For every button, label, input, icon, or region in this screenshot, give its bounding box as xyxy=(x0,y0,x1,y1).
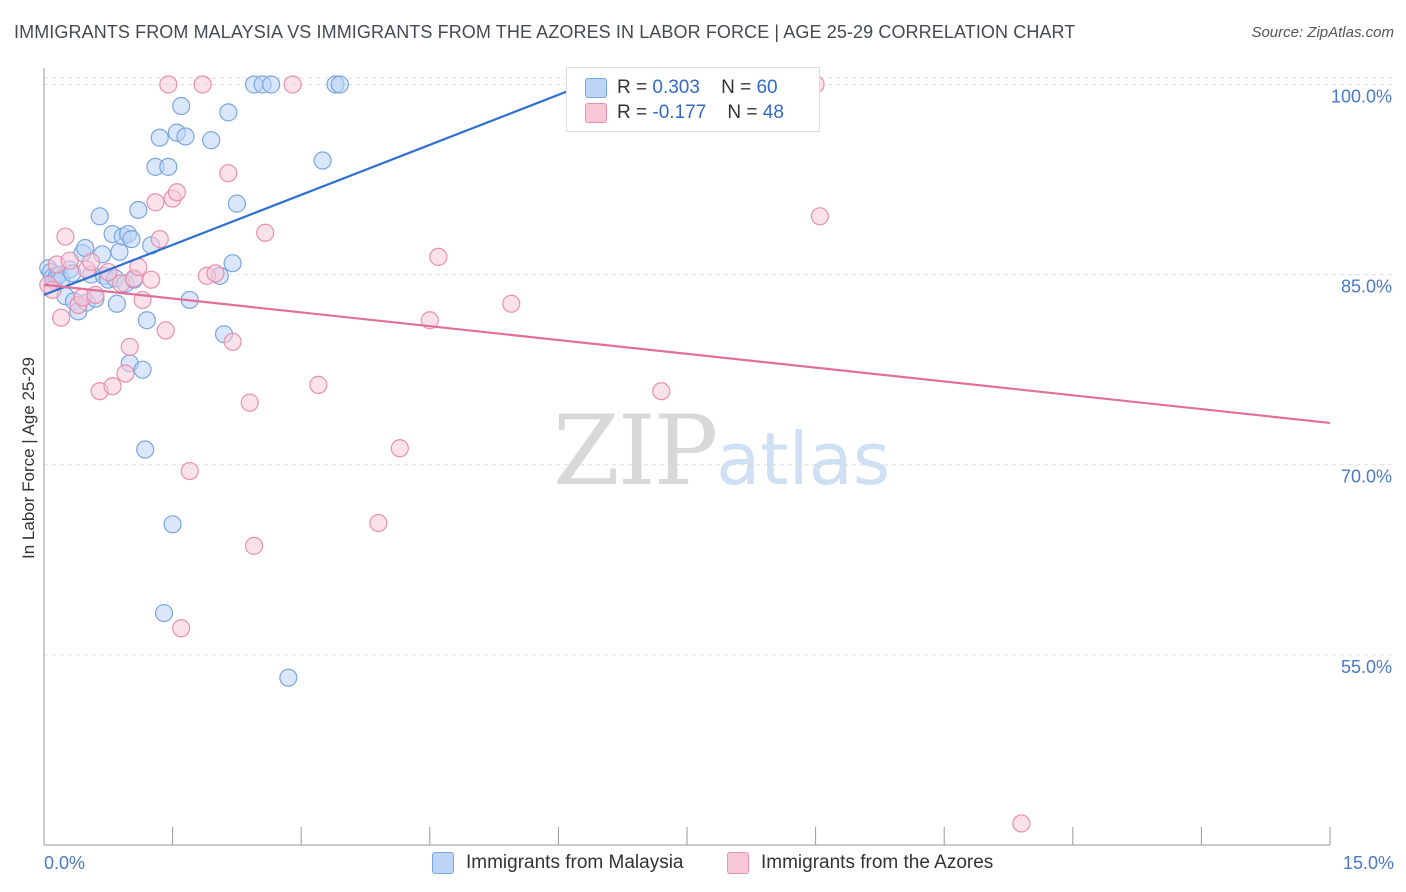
point-azores xyxy=(82,252,101,272)
point-malaysia xyxy=(227,194,246,213)
point-malaysia xyxy=(176,127,195,146)
y-tick-label: 100.0% xyxy=(1331,86,1392,106)
point-azores xyxy=(390,439,409,458)
r-label: R = xyxy=(617,77,648,98)
stats-legend: R = 0.303 N = 60 R = -0.177 N = 48 xyxy=(566,67,820,132)
trend-lines xyxy=(43,77,1331,425)
point-malaysia xyxy=(136,440,155,459)
point-azores xyxy=(159,75,178,94)
point-malaysia xyxy=(219,103,238,122)
point-azores xyxy=(146,193,165,212)
point-malaysia xyxy=(137,311,156,330)
point-azores xyxy=(219,164,238,183)
y-tick-labels: 55.0% 70.0% 85.0% 100.0% xyxy=(1331,86,1392,676)
watermark-zip: ZIP xyxy=(553,395,718,507)
n-value: 60 xyxy=(756,77,778,98)
point-malaysia xyxy=(129,200,148,220)
point-azores xyxy=(52,308,71,327)
point-malaysia xyxy=(202,131,221,150)
chart-title: IMMIGRANTS FROM MALAYSIA VS IMMIGRANTS F… xyxy=(14,22,1076,42)
point-malaysia xyxy=(223,254,242,273)
azores-legend-swatch xyxy=(727,852,749,874)
point-azores xyxy=(180,461,199,481)
point-malaysia xyxy=(262,75,281,94)
x-tick-label-max: 15.0% xyxy=(1342,853,1394,873)
point-azores xyxy=(240,393,259,412)
n-label: N = xyxy=(721,77,752,98)
point-malaysia xyxy=(133,360,152,379)
point-azores xyxy=(142,270,161,289)
series-legend: Immigrants from Malaysia Immigrants from… xyxy=(0,852,1406,878)
point-azores xyxy=(309,375,328,394)
point-malaysia xyxy=(150,128,169,147)
point-malaysia xyxy=(330,75,349,94)
point-azores xyxy=(167,183,186,202)
point-malaysia xyxy=(279,668,298,687)
r-label: R = xyxy=(617,102,648,123)
x-tick-label-min: 0.0% xyxy=(44,853,86,873)
point-azores xyxy=(502,294,521,313)
point-azores xyxy=(652,382,671,401)
malaysia-swatch xyxy=(585,77,607,98)
point-azores xyxy=(283,75,302,94)
data-points xyxy=(39,75,1031,833)
y-tick-label: 70.0% xyxy=(1341,467,1392,487)
point-malaysia xyxy=(122,230,141,249)
stats-legend-row-azores: R = -0.177 N = 48 xyxy=(585,102,784,126)
point-azores xyxy=(150,230,169,249)
point-azores xyxy=(1012,814,1031,833)
axes xyxy=(43,68,1331,846)
point-azores xyxy=(120,337,139,356)
point-azores xyxy=(193,75,212,94)
legend-item-azores: Immigrants from the Azores xyxy=(727,852,993,874)
stats-legend-row-malaysia: R = 0.303 N = 60 xyxy=(585,77,778,101)
watermark: ZIPatlas xyxy=(553,395,890,507)
point-malaysia xyxy=(154,603,174,623)
r-value: -0.177 xyxy=(652,102,707,123)
malaysia-legend-swatch xyxy=(432,852,454,874)
point-malaysia xyxy=(107,294,126,313)
point-azores xyxy=(256,223,275,242)
r-value: 0.303 xyxy=(652,77,700,98)
point-malaysia xyxy=(90,207,109,226)
point-azores xyxy=(369,513,388,533)
point-azores xyxy=(429,247,448,266)
trend-line-malaysia xyxy=(43,77,602,296)
source-credit: Source: ZipAtlas.com xyxy=(1251,24,1394,41)
point-azores xyxy=(420,311,439,330)
point-azores xyxy=(172,619,191,638)
point-azores xyxy=(810,207,829,226)
y-tick-label: 55.0% xyxy=(1341,657,1392,677)
watermark-atlas: atlas xyxy=(716,417,891,501)
legend-label-azores: Immigrants from the Azores xyxy=(761,852,994,874)
point-azores xyxy=(60,251,79,270)
point-azores xyxy=(103,377,122,396)
point-malaysia xyxy=(172,96,191,116)
point-azores xyxy=(223,332,242,351)
y-axis-label: In Labor Force | Age 25-29 xyxy=(19,357,38,559)
azores-swatch xyxy=(585,102,607,123)
point-azores xyxy=(116,364,135,383)
n-value: 48 xyxy=(762,102,784,123)
point-azores xyxy=(206,264,225,283)
point-malaysia xyxy=(163,515,182,534)
legend-item-malaysia: Immigrants from Malaysia xyxy=(432,852,684,874)
point-azores xyxy=(156,321,175,340)
trend-line-azores xyxy=(43,283,1331,425)
point-malaysia xyxy=(159,157,178,176)
point-malaysia xyxy=(313,151,332,170)
grid-lines xyxy=(44,77,1392,656)
legend-label-malaysia: Immigrants from Malaysia xyxy=(466,852,684,874)
y-tick-label: 85.0% xyxy=(1341,277,1392,297)
n-label: N = xyxy=(727,102,758,123)
point-azores xyxy=(56,227,75,246)
point-azores xyxy=(244,536,264,555)
